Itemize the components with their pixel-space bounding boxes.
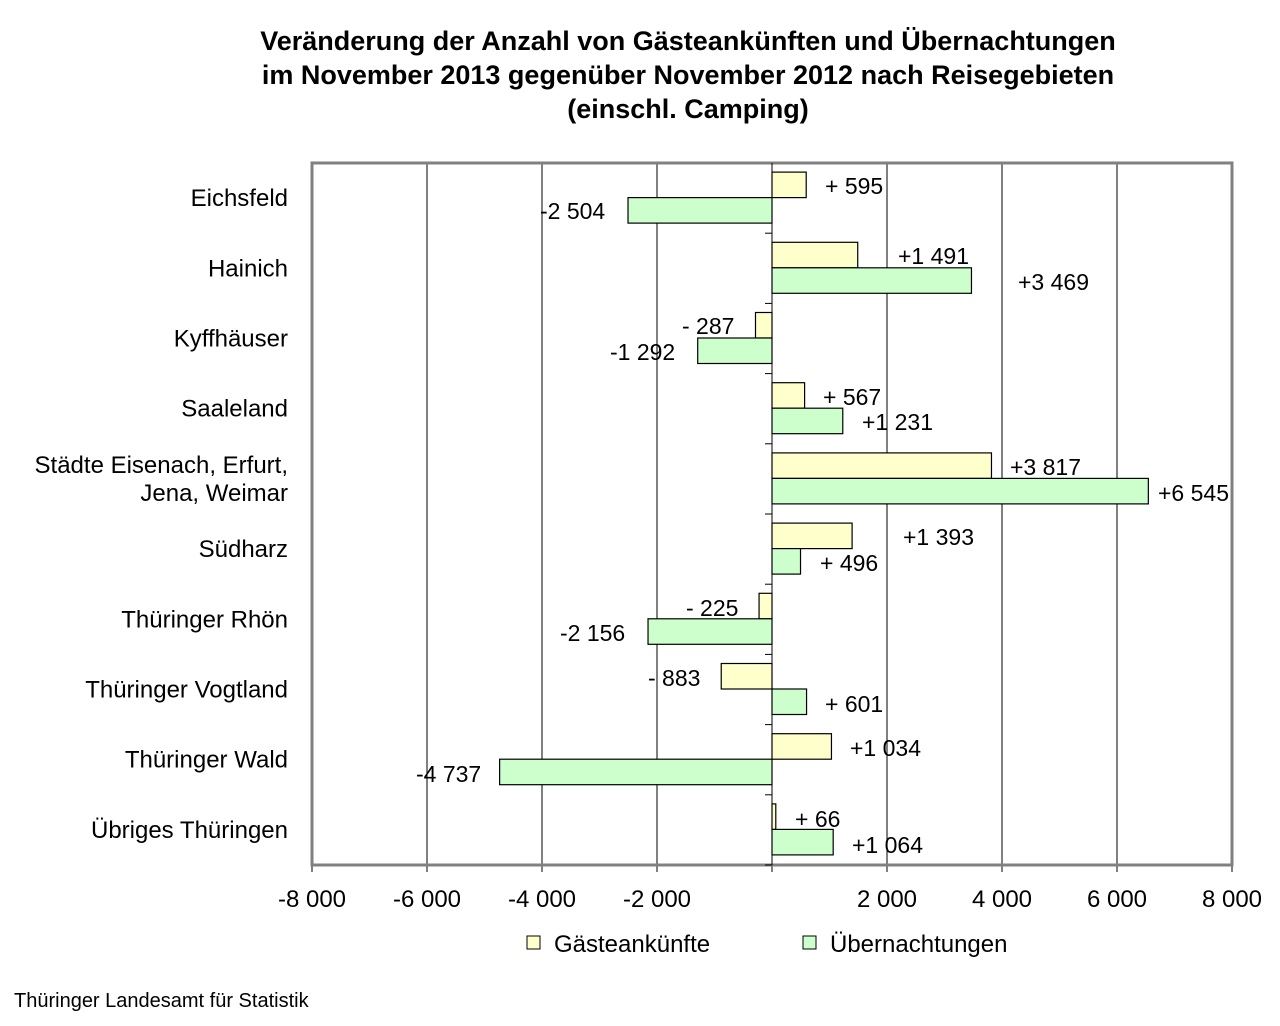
source-footer: Thüringer Landesamt für Statistik — [14, 990, 309, 1012]
data-label: + 66 — [795, 806, 840, 832]
data-label: +1 064 — [852, 832, 923, 858]
data-label: - 287 — [682, 313, 734, 339]
data-label: - 883 — [648, 665, 700, 691]
x-tick-label: 4 000 — [972, 886, 1032, 913]
data-label: +6 545 — [1158, 480, 1229, 506]
category-label: Jena, Weimar — [140, 480, 288, 507]
bar-gaesteankuenfte — [771, 452, 993, 479]
category-label: Thüringer Rhön — [121, 606, 288, 633]
title-line: (einschl. Camping) — [567, 94, 809, 124]
data-label: +3 469 — [1018, 269, 1089, 295]
category-label: Kyffhäuser — [174, 326, 288, 353]
x-tick-label: -6 000 — [393, 886, 461, 913]
chart-title: Veränderung der Anzahl von Gästeankünfte… — [160, 24, 1216, 126]
bar-uebernachtungen — [697, 337, 773, 365]
title-line: Veränderung der Anzahl von Gästeankünfte… — [260, 26, 1116, 56]
bar-gaesteankuenfte — [771, 522, 853, 550]
data-label: +1 034 — [850, 735, 921, 761]
data-label: + 595 — [825, 173, 883, 199]
x-tick-label: -8 000 — [278, 886, 346, 913]
legend-swatch — [802, 935, 817, 950]
data-label: -1 292 — [610, 339, 675, 365]
x-tick-label: -2 000 — [623, 886, 691, 913]
category-label: Eichsfeld — [191, 185, 288, 212]
data-label: -2 504 — [540, 198, 605, 224]
bar-uebernachtungen — [771, 547, 802, 575]
category-label: Städte Eisenach, Erfurt, — [35, 452, 288, 479]
legend-label: Gästeankünfte — [554, 931, 710, 958]
x-tick-label: 8 000 — [1202, 886, 1262, 913]
data-label: - 225 — [686, 595, 738, 621]
category-label: Hainich — [208, 255, 288, 282]
data-label: +3 817 — [1010, 454, 1081, 480]
legend-label: Übernachtungen — [830, 931, 1007, 958]
category-label: Saaleland — [181, 396, 288, 423]
data-label: +1 491 — [898, 243, 969, 269]
category-label: Thüringer Wald — [125, 747, 288, 774]
x-tick-label: -4 000 — [508, 886, 576, 913]
legend-swatch — [526, 935, 541, 950]
bar-uebernachtungen — [627, 197, 773, 224]
data-label: +1 231 — [862, 409, 933, 435]
x-tick-label: 2 000 — [857, 886, 917, 913]
bar-gaesteankuenfte — [754, 311, 773, 339]
bar-uebernachtungen — [771, 477, 1149, 505]
title-line: im November 2013 gegenüber November 2012… — [261, 60, 1115, 90]
bar-uebernachtungen — [499, 758, 773, 786]
bar-gaesteankuenfte — [758, 592, 773, 620]
data-label: +1 393 — [903, 524, 974, 550]
bar-gaesteankuenfte — [720, 662, 773, 690]
bar-uebernachtungen — [771, 688, 808, 716]
bar-gaesteankuenfte — [771, 382, 806, 409]
bar-uebernachtungen — [771, 407, 844, 435]
data-label: + 601 — [825, 691, 883, 717]
data-label: + 567 — [823, 384, 881, 410]
category-label: Südharz — [199, 536, 288, 563]
bar-gaesteankuenfte — [771, 803, 777, 831]
category-label: Thüringer Vogtland — [85, 677, 288, 704]
data-label: + 496 — [820, 550, 878, 576]
bar-gaesteankuenfte — [771, 171, 807, 199]
bar-gaesteankuenfte — [771, 241, 859, 269]
category-label: Übriges Thüringen — [91, 817, 288, 844]
bar-uebernachtungen — [771, 828, 834, 856]
bar-uebernachtungen — [771, 267, 973, 294]
bar-uebernachtungen — [647, 618, 773, 645]
bar-gaesteankuenfte — [771, 733, 833, 760]
data-label: -4 737 — [416, 761, 481, 787]
x-tick-label: 6 000 — [1087, 886, 1147, 913]
data-label: -2 156 — [560, 620, 625, 646]
